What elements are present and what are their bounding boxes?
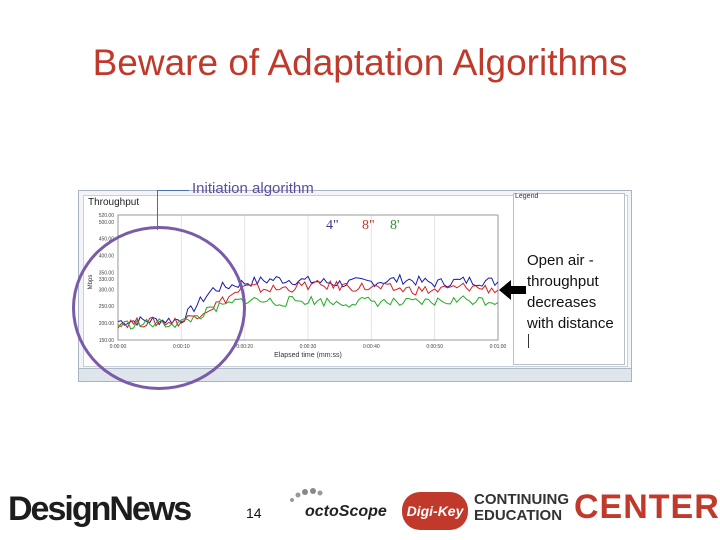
arrow-shaft	[510, 286, 526, 294]
x-tick-label: 0:00:40	[363, 344, 380, 350]
x-tick-label: 0:00:20	[236, 344, 253, 350]
slide-title: Beware of Adaptation Algorithms	[92, 42, 628, 83]
arrow-left-icon	[499, 280, 511, 300]
callout-vline	[157, 190, 158, 230]
legend-title: Legend	[515, 193, 539, 200]
x-axis-label: Elapsed time (mm:ss)	[274, 352, 342, 359]
y-tick-label: 450.00	[99, 237, 115, 243]
education-text: EDUCATION	[474, 507, 563, 524]
initiation-callout: Initiation algorithm	[192, 180, 314, 197]
continuing-text: CONTINUING	[474, 491, 569, 508]
octoscope-dots-icon	[290, 488, 323, 502]
center-logo: CENTER	[574, 488, 720, 526]
octoscope-logo: octoScope	[305, 503, 387, 520]
callout-line	[157, 190, 189, 191]
measure-label-8ft: 8'	[390, 218, 400, 233]
screenshot-status-bar	[79, 368, 631, 381]
continuing-education-label: CONTINUING EDUCATION	[474, 492, 569, 524]
y-tick-label: 520.00	[99, 213, 115, 219]
design-news-logo: DesignNews	[8, 490, 192, 528]
highlight-circle	[72, 226, 246, 390]
x-tick-label: 0:00:50	[426, 344, 443, 350]
throughput-label: Throughput	[88, 197, 140, 208]
distance-note: Open air - throughput decreases with dis…	[527, 250, 622, 334]
measure-label-4in: 4"	[326, 218, 339, 233]
y-tick-label: 500.00	[99, 220, 115, 226]
measure-label-8in: 8"	[362, 218, 375, 233]
page-number: 14	[246, 505, 262, 521]
x-tick-label: 0:01:00	[490, 344, 507, 350]
digikey-logo: Digi-Key	[402, 492, 468, 530]
x-tick-label: 0:00:30	[300, 344, 317, 350]
